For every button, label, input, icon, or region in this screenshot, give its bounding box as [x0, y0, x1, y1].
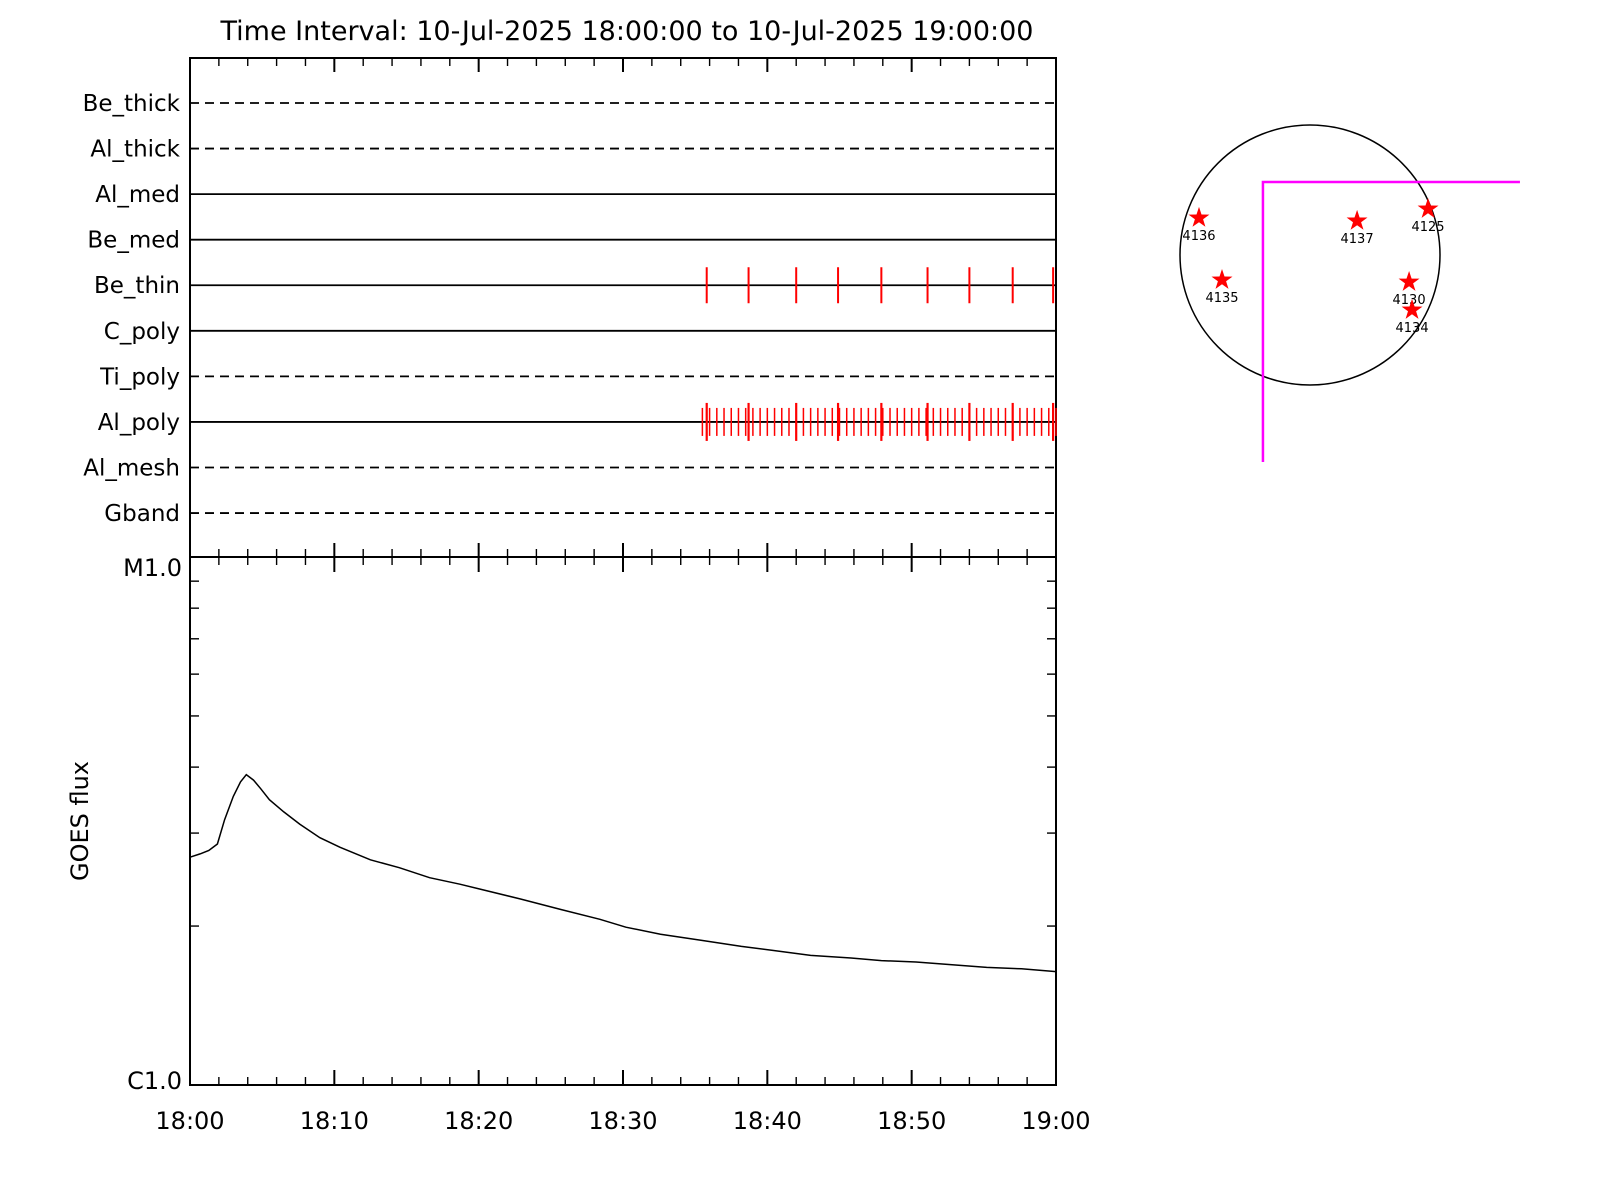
- timeline-channel-Gband: Gband: [104, 501, 1056, 527]
- goes-flux-panel: 18:00 18:10 18:20 18:30 18:40 18:50 19:00 M1.0 C…: [66, 554, 1091, 1135]
- x-tick-label: 18:00: [155, 1107, 224, 1135]
- x-tick-label: 19:00: [1021, 1107, 1090, 1135]
- active-region-star-icon: [1398, 271, 1420, 291]
- active-region-4134: 4134: [1396, 299, 1429, 336]
- solar-limb: [1179, 124, 1441, 386]
- active-region-label: 4135: [1205, 291, 1238, 306]
- channel-label: Al_mesh: [83, 455, 180, 481]
- channel-label: C_poly: [104, 319, 180, 345]
- active-region-label: 4130: [1393, 293, 1426, 308]
- timeline-border: [189, 57, 1057, 558]
- timeline-channel-Ti_poly: Ti_poly: [99, 364, 1056, 390]
- goes-flux-curve: [189, 773, 1057, 973]
- timeline-channel-Be_med: Be_med: [87, 228, 1056, 254]
- fov-box: [1261, 180, 1520, 462]
- channel-label: Be_thin: [94, 273, 180, 299]
- active-region-4136: 4136: [1182, 206, 1216, 244]
- channel-label: Be_thick: [83, 91, 181, 117]
- goes-y-ticks: [190, 580, 1056, 927]
- timeline-channel-Al_poly: Al_poly: [98, 402, 1057, 441]
- channel-label: Be_med: [87, 228, 180, 254]
- active-region-4125: 4125: [1411, 198, 1445, 235]
- x-tick-label: 18:50: [877, 1107, 946, 1135]
- timeline-channel-Be_thick: Be_thick: [83, 91, 1056, 117]
- goes-x-ticks: [189, 557, 1057, 1085]
- goes-border: [189, 556, 1057, 1086]
- x-tick-label: 18:30: [588, 1107, 657, 1135]
- active-region-4135: 4135: [1205, 269, 1239, 306]
- x-tick-label: 18:40: [733, 1107, 802, 1135]
- active-region-star-icon: [1346, 209, 1368, 230]
- active-region-label: 4134: [1396, 321, 1429, 336]
- active-region-star-icon: [1188, 206, 1210, 227]
- x-tick-label: 18:10: [300, 1107, 369, 1135]
- active-region-label: 4137: [1341, 232, 1374, 247]
- figure-title: Time Interval: 10-Jul-2025 18:00:00 to 1…: [220, 16, 1034, 47]
- active-region-4130: 4130: [1393, 271, 1426, 308]
- channel-label: Al_poly: [98, 410, 180, 436]
- active-region-star-icon: [1211, 269, 1233, 289]
- channel-label: Al_med: [95, 182, 180, 208]
- active-region-4137: 4137: [1341, 209, 1374, 247]
- timeline-channel-Be_thin: Be_thin: [94, 267, 1056, 304]
- timeline-channel-Al_mesh: Al_mesh: [83, 455, 1056, 481]
- timeline-channel-Al_med: Al_med: [95, 182, 1056, 208]
- channel-label: Ti_poly: [99, 364, 180, 390]
- x-tick-label: 18:20: [444, 1107, 513, 1135]
- active-region-star-icon: [1417, 198, 1439, 218]
- timeline-channel-Al_thick: Al_thick: [90, 137, 1056, 163]
- channel-label: Gband: [104, 501, 180, 527]
- channel-label: Al_thick: [90, 137, 180, 163]
- goes-flux-axis-title: GOES flux: [66, 761, 94, 881]
- active-region-star-icon: [1401, 299, 1423, 319]
- timeline-x-ticks: [189, 58, 1057, 557]
- y-top-label: M1.0: [123, 554, 182, 582]
- filter-timeline-panel: Be_thick Al_thick Al_med Be_med Be_thin C_pol…: [83, 57, 1057, 558]
- y-bottom-label: C1.0: [127, 1067, 182, 1095]
- active-region-label: 4136: [1182, 229, 1215, 244]
- solar-disk-panel: 4136 4137 4125 4135 4130 4134: [1179, 124, 1520, 462]
- active-region-label: 4125: [1411, 220, 1444, 235]
- timeline-channel-C_poly: C_poly: [104, 319, 1056, 345]
